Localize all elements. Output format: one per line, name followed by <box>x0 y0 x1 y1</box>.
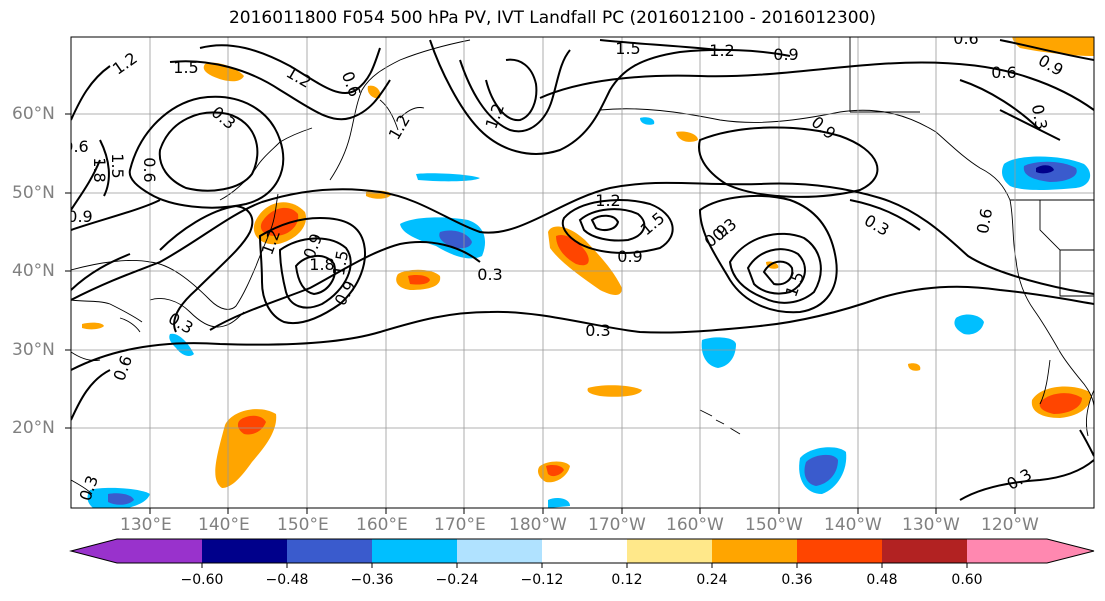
positive-anomaly <box>82 322 104 330</box>
colorbar-tick-label: 0.24 <box>696 572 728 588</box>
positive-anomaly-core <box>1039 393 1082 414</box>
colorbar-tick-label: −0.24 <box>435 572 479 588</box>
lat-label: 40°N <box>12 261 55 281</box>
contour-label: 0.3 <box>1028 103 1051 131</box>
colorbar-tick-label: −0.48 <box>265 572 309 588</box>
contour-label: 0.9 <box>773 45 798 64</box>
positive-anomaly <box>1012 37 1094 56</box>
contour-label: 1.2 <box>595 191 620 210</box>
negative-anomaly <box>169 333 194 356</box>
lon-label: 140°W <box>824 515 882 535</box>
map-frame <box>70 36 1095 509</box>
positive-anomaly-core <box>408 275 430 285</box>
positive-anomaly-core <box>556 234 589 266</box>
negative-anomaly <box>701 337 736 368</box>
contour-label: 0.6 <box>973 207 996 235</box>
lon-label: 150°W <box>745 515 803 535</box>
lon-label: 140°E <box>198 515 250 535</box>
negative-anomaly <box>954 314 984 335</box>
lon-label: 130°W <box>902 515 960 535</box>
positive-anomaly <box>587 385 642 397</box>
contour-label: 1.5 <box>108 153 127 178</box>
contour-label: 0.3 <box>585 321 610 340</box>
colorbar-segment <box>457 539 542 563</box>
lon-label: 160°W <box>666 515 724 535</box>
colorbar-tick-label: −0.36 <box>350 572 394 588</box>
lon-label: 170°W <box>588 515 646 535</box>
colorbar <box>69 538 1095 568</box>
colorbar-tick-label: 0.60 <box>951 572 983 588</box>
lon-label: 160°E <box>356 515 408 535</box>
lon-label: 120°W <box>981 515 1039 535</box>
contour-label: 0.6 <box>140 157 159 182</box>
lat-label: 30°N <box>12 340 55 360</box>
colorbar-segment <box>117 539 202 563</box>
contour-label: 0.6 <box>953 29 978 48</box>
contour-label: 1.8 <box>90 157 109 182</box>
contour-label: 0.9 <box>617 247 642 266</box>
colorbar-extend-low <box>71 539 117 563</box>
colorbar-segment <box>372 539 457 563</box>
positive-anomaly-core <box>260 207 299 236</box>
contour-label: 1.5 <box>329 249 352 277</box>
colorbar-segment <box>202 539 287 563</box>
colorbar-segment <box>712 539 797 563</box>
colorbar-segment <box>882 539 967 563</box>
colorbar-tick-label: 0.12 <box>611 572 643 588</box>
lon-label: 130°E <box>120 515 172 535</box>
lat-label: 60°N <box>12 104 55 124</box>
colorbar-outline <box>69 538 1095 564</box>
axis-ticks <box>65 113 1016 514</box>
map-title: 2016011800 F054 500 hPa PV, IVT Landfall… <box>228 8 876 28</box>
lat-label: 20°N <box>12 418 55 438</box>
graticule <box>71 37 1094 508</box>
positive-anomaly <box>203 62 244 82</box>
positive-anomaly <box>676 131 698 142</box>
contour-label: 1.5 <box>173 58 198 77</box>
contour-label: 0.3 <box>477 265 502 284</box>
lon-label: 150°E <box>277 515 329 535</box>
negative-anomaly-core <box>108 493 134 505</box>
colorbar-segment <box>627 539 712 563</box>
lat-label: 50°N <box>12 183 55 203</box>
positive-anomaly <box>908 363 921 371</box>
colorbar-segment <box>542 539 627 563</box>
colorbar-tick-label: −0.60 <box>180 572 224 588</box>
contour-label: 1.8 <box>309 255 334 274</box>
contour-label: 1.5 <box>615 39 640 58</box>
pv-contours <box>71 39 1094 501</box>
negative-anomaly-deep <box>1036 165 1054 174</box>
ivt-shading <box>82 37 1094 508</box>
positive-anomaly <box>367 85 381 99</box>
positive-anomaly-core <box>546 465 564 477</box>
colorbar-segment <box>287 539 372 563</box>
negative-anomaly <box>640 117 655 125</box>
colorbar-tick-label: −0.12 <box>520 572 564 588</box>
contour-label: 1.2 <box>709 41 734 60</box>
colorbar-tick-label: 0.36 <box>781 572 813 588</box>
colorbar-segment <box>967 539 1047 563</box>
negative-anomaly-core <box>804 454 838 486</box>
lon-label: 170°E <box>434 515 486 535</box>
coastlines <box>71 37 1094 495</box>
colorbar-extend-high <box>1047 539 1094 563</box>
colorbar-segment <box>797 539 882 563</box>
contour-label: 0.9 <box>67 207 92 226</box>
positive-anomaly-core <box>237 415 266 435</box>
lon-label: 180°W <box>509 515 567 535</box>
negative-anomaly <box>548 498 570 508</box>
map-area: 1.2 1.5 1.2 0.6 0.3 1.8 1.5 0.6 0.9 1.2 … <box>63 29 1094 508</box>
contour-label: 0.6 <box>63 137 88 156</box>
contour-label: 0.6 <box>991 63 1016 82</box>
colorbar-tick-label: 0.48 <box>866 572 898 588</box>
